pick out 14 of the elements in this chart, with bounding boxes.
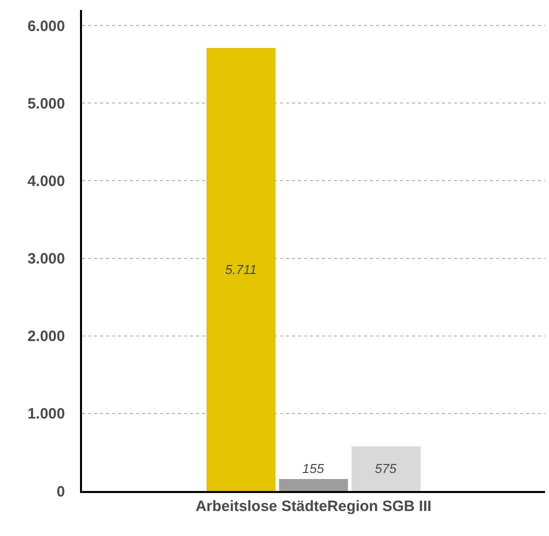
bar [352, 446, 420, 491]
y-tick-label: 5.000 [27, 95, 65, 112]
y-tick-label: 2.000 [27, 328, 65, 346]
x-tick-label: Arbeitslose StädteRegion SGB III [196, 498, 432, 515]
y-tick-label: 1.000 [27, 406, 65, 423]
data-label: 5.711 [225, 262, 257, 277]
bar [206, 48, 276, 491]
bar [279, 478, 348, 491]
y-tick-label: 0 [56, 483, 65, 500]
y-tick-label: 3.000 [27, 250, 65, 268]
data-label: 575 [374, 461, 398, 476]
y-tick-label: 4.000 [27, 172, 65, 190]
y-tick-label: 6.000 [27, 18, 65, 35]
data-label: 155 [302, 460, 325, 476]
